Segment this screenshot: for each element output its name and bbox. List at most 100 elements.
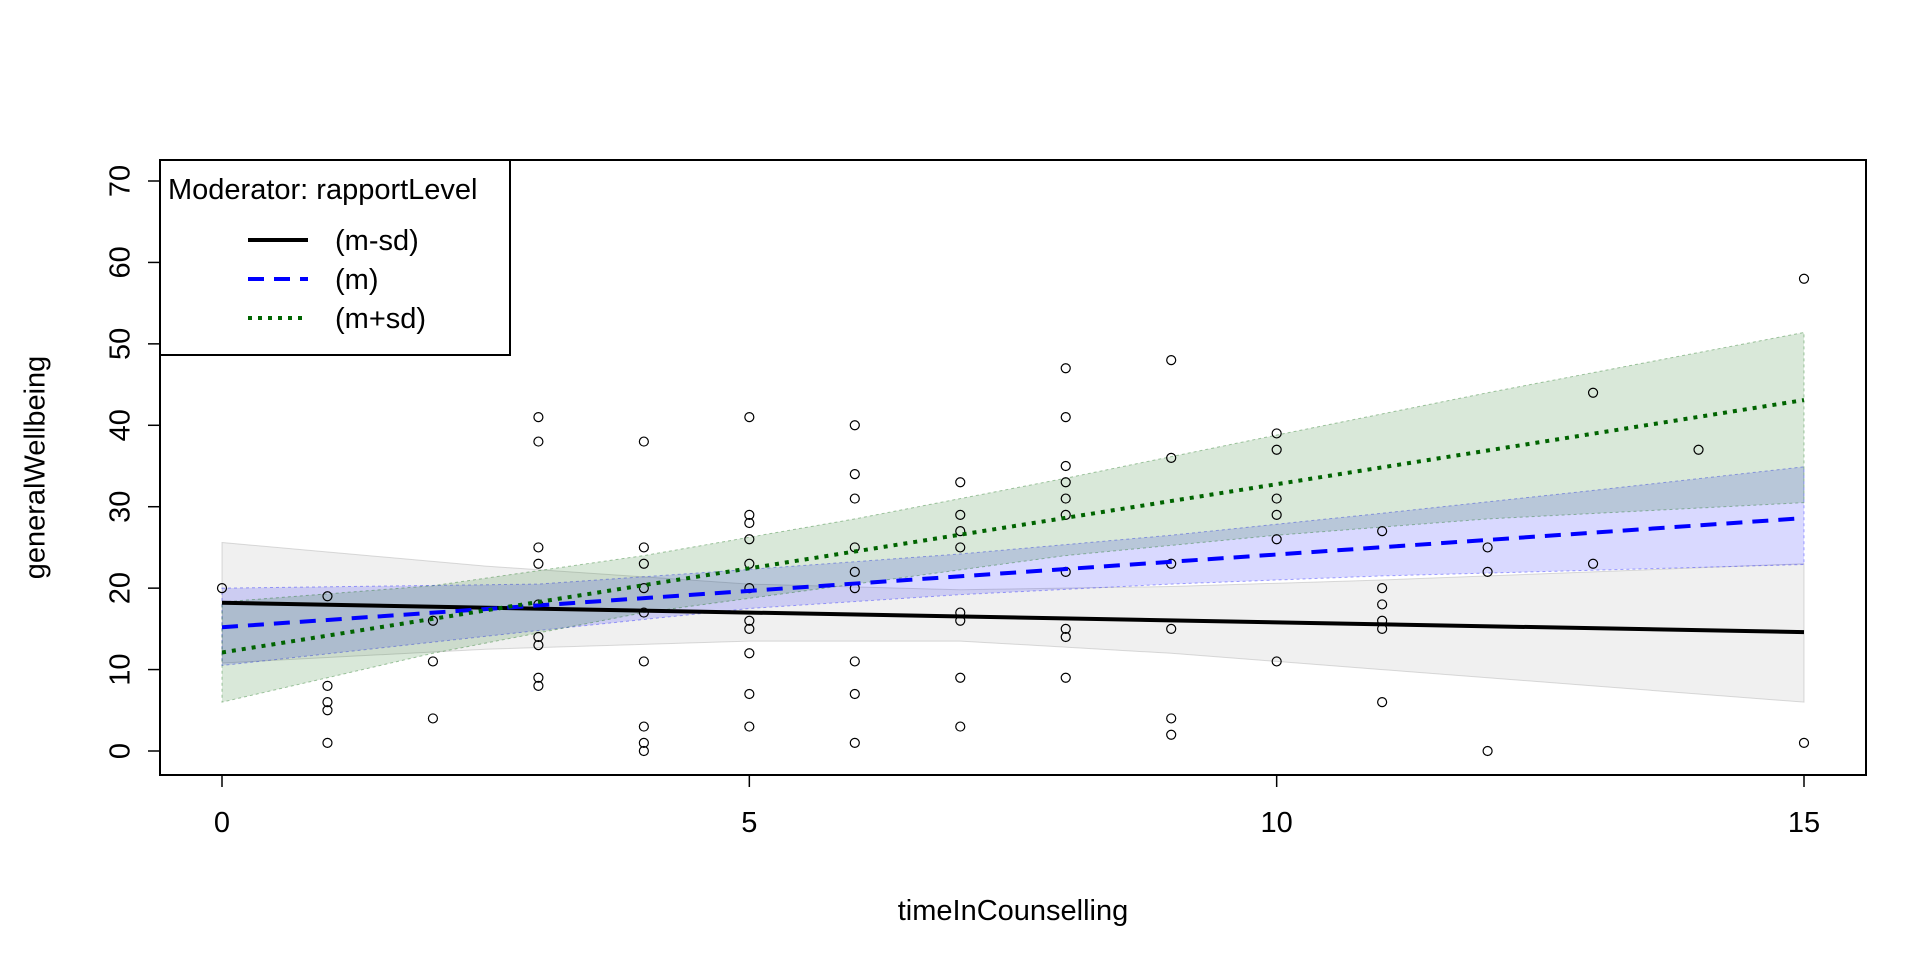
data-point	[1166, 355, 1177, 366]
data-point	[1060, 460, 1071, 472]
data-point	[744, 412, 755, 423]
data-point	[427, 713, 439, 724]
data-point	[533, 542, 544, 553]
data-point	[1377, 697, 1388, 708]
series-line-1	[221, 516, 1805, 630]
data-point	[1271, 509, 1282, 520]
data-point	[955, 542, 966, 553]
x-axis-title: timeInCounselling	[898, 895, 1129, 927]
data-point	[744, 517, 755, 529]
legend-label-2: (m+sd)	[335, 303, 426, 335]
data-point	[1482, 566, 1493, 577]
data-point	[744, 721, 755, 732]
data-point	[1060, 623, 1071, 634]
data-point	[1166, 729, 1177, 740]
data-point	[849, 688, 860, 700]
data-point	[322, 680, 333, 691]
data-point	[638, 436, 649, 447]
data-point	[533, 631, 544, 643]
ci-band-1	[221, 466, 1805, 667]
data-point	[744, 623, 755, 634]
legend-items: (m-sd) (m) (m+sd)	[248, 225, 426, 335]
legend: Moderator: rapportLevel (m-sd) (m) (m+sd)	[159, 159, 511, 356]
data-point	[533, 640, 544, 651]
ci-band-0	[221, 541, 1805, 703]
data-point	[1060, 363, 1071, 374]
legend-title: Moderator: rapportLevel	[168, 174, 478, 206]
data-point	[1060, 631, 1071, 643]
data-point	[1166, 713, 1177, 724]
data-point	[849, 469, 860, 480]
data-point	[1060, 493, 1071, 504]
data-point	[322, 737, 333, 748]
data-point	[322, 591, 333, 602]
data-point	[849, 493, 860, 504]
data-point	[1271, 428, 1282, 439]
y-tick-label: 60	[105, 246, 137, 278]
y-tick-label: 20	[105, 572, 137, 604]
data-point	[1482, 542, 1493, 553]
y-axis: 0 10 20 30 40 50 60 70	[105, 165, 161, 759]
legend-label-1: (m)	[335, 264, 378, 296]
data-point	[1166, 623, 1177, 634]
data-point	[955, 477, 966, 488]
data-point	[427, 615, 439, 626]
data-point	[849, 566, 860, 577]
data-point	[1377, 583, 1388, 594]
data-point	[1693, 444, 1704, 455]
x-tick-label: 15	[1788, 807, 1820, 839]
y-tick-label: 40	[105, 409, 137, 441]
data-point	[1060, 672, 1071, 683]
data-point	[1060, 477, 1071, 488]
data-point	[1271, 656, 1282, 667]
fit-lines	[221, 398, 1805, 655]
data-point	[427, 656, 439, 667]
data-point	[1271, 534, 1282, 545]
data-point	[533, 412, 544, 423]
legend-label-0: (m-sd)	[335, 225, 419, 257]
series-line-2	[221, 398, 1805, 655]
data-point	[849, 656, 860, 667]
data-point	[955, 509, 966, 520]
data-point	[638, 656, 649, 667]
data-points	[216, 273, 1810, 757]
x-tick-label: 10	[1261, 807, 1293, 839]
data-point	[638, 558, 649, 569]
data-point	[1482, 745, 1493, 757]
data-point	[849, 737, 860, 748]
legend-box	[159, 159, 511, 356]
y-tick-label: 10	[105, 653, 137, 685]
data-point	[955, 721, 966, 732]
data-point	[322, 697, 333, 708]
x-tick-label: 5	[741, 807, 757, 839]
data-point	[533, 672, 544, 683]
data-point	[1271, 444, 1282, 455]
y-axis-title: generalWellbeing	[20, 356, 52, 580]
data-point	[638, 737, 649, 748]
data-point	[955, 672, 966, 683]
data-point	[638, 745, 649, 757]
data-point	[744, 615, 755, 626]
data-point	[1060, 412, 1071, 423]
data-point	[533, 680, 544, 691]
data-point	[1587, 387, 1599, 398]
data-point	[744, 534, 755, 545]
data-point	[638, 721, 649, 732]
data-point	[216, 583, 228, 594]
data-point	[1166, 452, 1177, 463]
data-point	[638, 583, 649, 594]
data-point	[1060, 509, 1071, 520]
data-point	[533, 436, 544, 447]
data-point	[849, 420, 860, 431]
y-tick-label: 70	[105, 165, 137, 197]
data-point	[1377, 526, 1388, 537]
data-point	[1798, 737, 1810, 748]
y-tick-label: 30	[105, 491, 137, 523]
y-tick-label: 0	[105, 743, 137, 759]
data-point	[1377, 599, 1388, 610]
data-point	[1587, 558, 1599, 569]
y-tick-label: 50	[105, 328, 137, 360]
data-point	[744, 688, 755, 700]
data-point	[533, 558, 544, 569]
